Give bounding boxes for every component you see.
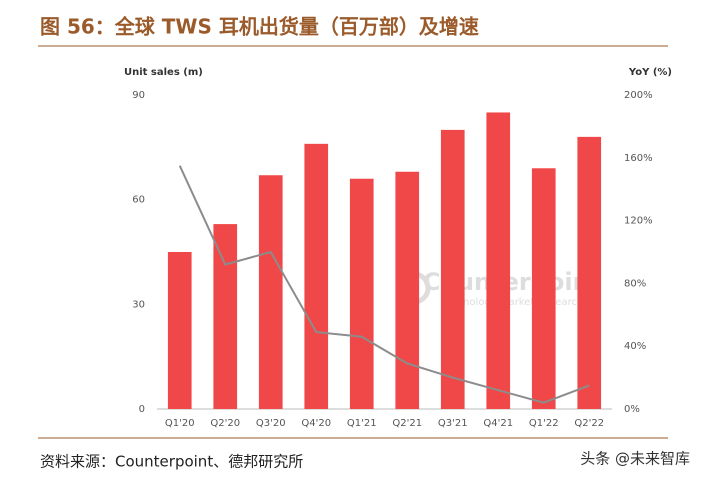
y2-tick-label: 160%: [624, 153, 653, 164]
x-tick-label: Q2'21: [392, 418, 422, 429]
bar: [258, 175, 283, 409]
y2-tick-label: 200%: [624, 90, 653, 101]
y2-tick-label: 40%: [624, 341, 646, 352]
y2-tick-label: 0%: [624, 404, 640, 415]
y2-axis-label: YoY (%): [628, 67, 672, 78]
y2-tick-label: 120%: [624, 216, 653, 227]
bar: [304, 143, 329, 409]
source: 资料来源：Counterpoint、德邦研究所: [40, 453, 303, 471]
x-tick-label: Q2'22: [574, 418, 604, 429]
y-tick-label: 30: [132, 299, 145, 310]
x-tick-label: Q1'21: [347, 418, 377, 429]
bar: [349, 178, 374, 409]
y-tick-label: 90: [132, 90, 145, 101]
bar: [213, 224, 238, 409]
x-tick-label: Q1'20: [165, 418, 195, 429]
bar: [395, 171, 420, 409]
x-tick-label: Q2'20: [210, 418, 240, 429]
watermark: Technology Market Research: [440, 297, 584, 308]
bar: [531, 168, 556, 409]
bar: [577, 136, 602, 409]
bar: [440, 129, 465, 409]
chart-title: 图 56：全球 TWS 耳机出货量（百万部）及增速: [40, 15, 479, 39]
bar: [486, 112, 511, 409]
x-tick-label: Q3'21: [438, 418, 468, 429]
watermark: 头条 @未来智库: [580, 450, 690, 468]
y-tick-label: 60: [132, 195, 145, 206]
y2-tick-label: 80%: [624, 278, 646, 289]
x-tick-label: Q4'20: [301, 418, 331, 429]
x-tick-label: Q3'20: [256, 418, 286, 429]
x-tick-label: Q4'21: [483, 418, 513, 429]
bar: [167, 252, 192, 409]
y-axis-label: Unit sales (m): [124, 67, 203, 78]
line: [178, 165, 590, 404]
x-tick-label: Q1'22: [529, 418, 559, 429]
y-tick-label: 0: [139, 404, 145, 415]
